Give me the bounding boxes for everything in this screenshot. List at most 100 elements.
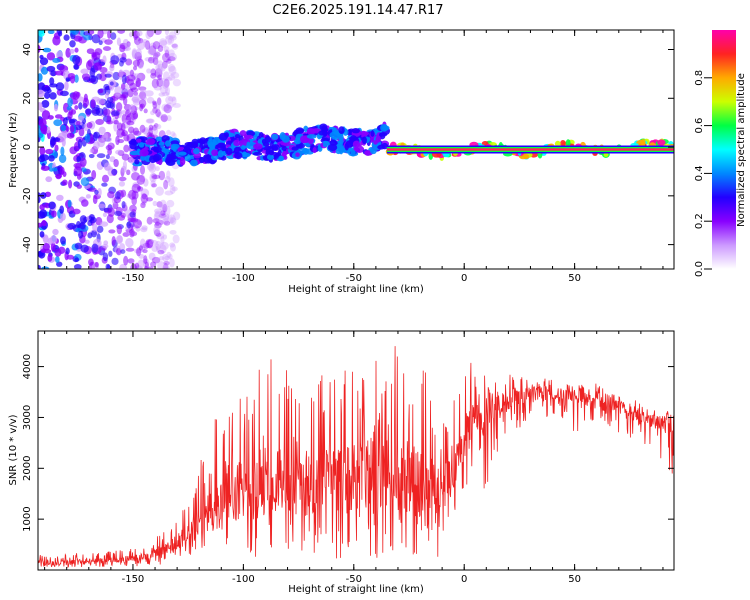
heatmap-cell xyxy=(127,258,135,264)
heatmap-cell xyxy=(351,127,360,134)
heatmap-cell xyxy=(87,59,94,67)
heatmap-cell xyxy=(55,256,60,264)
heatmap-cell xyxy=(39,204,45,211)
heatmap-cell xyxy=(163,220,171,226)
heatmap-cell xyxy=(113,119,119,125)
snr-panel: -150 -100 -50 0 50 1000 2000 3000 4000 Height o… xyxy=(8,330,675,595)
heatmap-cell xyxy=(163,179,169,190)
heatmap-cell xyxy=(118,69,124,78)
heatmap-cell xyxy=(126,120,135,126)
heatmap-cell xyxy=(140,155,147,161)
heatmap-cell xyxy=(344,142,349,151)
heatmap-cell xyxy=(161,91,170,97)
heatmap-cell xyxy=(102,55,107,64)
spectrogram-x-label: Height of straight line (km) xyxy=(288,284,424,295)
y-tick-label: -20 xyxy=(22,188,33,204)
colorbar-tick-label: 0.8 xyxy=(694,70,705,86)
heatmap-cell xyxy=(130,263,137,269)
heatmap-cell xyxy=(119,57,127,63)
heatmap-cell xyxy=(359,131,370,136)
heatmap-cell xyxy=(144,266,149,269)
heatmap-cell xyxy=(115,135,120,146)
heatmap-cell xyxy=(184,144,193,151)
heatmap-cell xyxy=(135,77,141,88)
heatmap-cell xyxy=(65,77,70,82)
heatmap-cell xyxy=(140,193,149,204)
heatmap-cell xyxy=(111,257,119,266)
heatmap-cell xyxy=(120,249,126,254)
heatmap-cell xyxy=(102,252,109,262)
heatmap-cell xyxy=(137,259,145,269)
heatmap-cell xyxy=(39,209,48,219)
heatmap-cell xyxy=(151,174,156,179)
heatmap-cell xyxy=(142,258,150,268)
heatmap-cell xyxy=(193,148,200,155)
heatmap-cell xyxy=(153,212,163,222)
heatmap-cell xyxy=(144,90,154,97)
heatmap-cell xyxy=(144,57,153,62)
x-tick-label: -100 xyxy=(232,273,255,284)
heatmap-cell xyxy=(73,64,79,70)
heatmap-cell xyxy=(46,52,56,61)
heatmap-cell xyxy=(158,141,165,146)
heatmap-cell xyxy=(140,188,150,198)
x-tick-label: -100 xyxy=(232,574,255,585)
heatmap-cell xyxy=(137,185,142,190)
heatmap-cell xyxy=(166,199,175,208)
heatmap-cell xyxy=(54,248,62,257)
heatmap-cell xyxy=(38,44,41,54)
heatmap-cell xyxy=(162,254,169,263)
heatmap-cell xyxy=(128,126,135,134)
heatmap-cell xyxy=(125,42,131,48)
heatmap-cell xyxy=(51,210,57,218)
heatmap-cell xyxy=(54,70,64,76)
heatmap-cells xyxy=(38,30,674,269)
heatmap-cell xyxy=(62,171,67,177)
heatmap-cell xyxy=(157,74,163,81)
heatmap-cell xyxy=(162,81,168,89)
heatmap-cell xyxy=(167,38,173,44)
heatmap-cell xyxy=(52,35,61,46)
heatmap-cell xyxy=(271,133,279,140)
heatmap-cell xyxy=(139,243,146,253)
heatmap-cell xyxy=(144,261,149,269)
x-tick-label: -150 xyxy=(122,273,145,284)
heatmap-cell xyxy=(137,186,144,192)
heatmap-cell xyxy=(69,48,75,54)
heatmap-cell xyxy=(164,190,174,196)
heatmap-cell xyxy=(110,55,120,65)
heatmap-cell xyxy=(91,243,99,254)
heatmap-cell xyxy=(135,48,142,57)
heatmap-cell xyxy=(40,124,48,135)
heatmap-cell xyxy=(165,35,175,45)
heatmap-cell xyxy=(171,43,178,48)
heatmap-cell xyxy=(54,114,63,119)
heatmap-cell xyxy=(76,173,82,180)
heatmap-cell xyxy=(154,71,161,78)
heatmap-cell xyxy=(84,239,90,244)
heatmap-cell xyxy=(166,115,172,122)
heatmap-cell xyxy=(155,186,164,196)
heatmap-cell xyxy=(96,225,104,233)
heatmap-cell xyxy=(140,193,146,198)
heatmap-cell xyxy=(83,34,91,41)
heatmap-cell xyxy=(55,82,65,91)
heatmap-cell xyxy=(162,203,168,213)
heatmap-cell xyxy=(46,126,51,134)
heatmap-cell xyxy=(160,210,166,216)
heatmap-cell xyxy=(38,155,46,163)
heatmap-cell xyxy=(160,235,165,246)
heatmap-cell xyxy=(80,167,87,173)
heatmap-cell xyxy=(154,208,163,214)
heatmap-cell xyxy=(329,139,337,146)
heatmap-cell xyxy=(158,92,166,97)
heatmap-cell xyxy=(136,138,142,143)
heatmap-cell xyxy=(120,83,126,90)
heatmap-cell xyxy=(83,93,88,103)
heatmap-cell xyxy=(103,132,109,139)
heatmap-cell xyxy=(42,47,52,53)
heatmap-cell xyxy=(159,220,164,225)
heatmap-cell xyxy=(295,127,305,134)
heatmap-cell xyxy=(152,41,161,50)
heatmap-cell xyxy=(157,260,165,269)
